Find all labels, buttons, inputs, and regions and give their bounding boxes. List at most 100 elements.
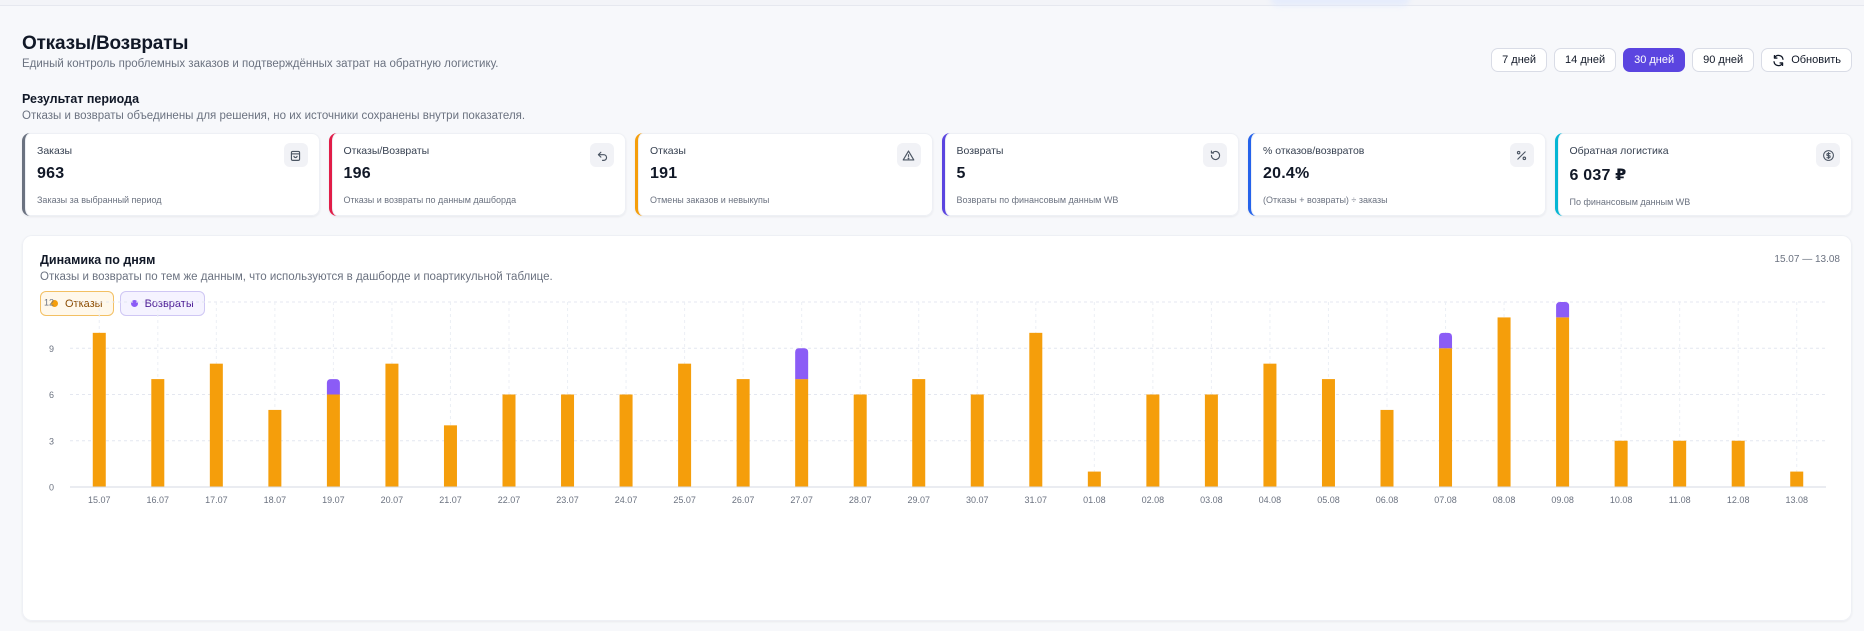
undo-icon bbox=[590, 143, 614, 167]
warning-icon bbox=[896, 143, 921, 167]
bar-refusals bbox=[385, 363, 399, 487]
refresh-icon bbox=[1772, 54, 1785, 67]
period-30-days-button[interactable]: 30 дней bbox=[1623, 48, 1686, 72]
x-tick-label: 11.08 bbox=[1669, 495, 1691, 505]
x-tick-label: 09.08 bbox=[1551, 495, 1574, 505]
bar-returns bbox=[795, 348, 809, 380]
x-tick-label: 13.08 bbox=[1785, 495, 1808, 505]
legend-label: Возвраты bbox=[144, 297, 194, 310]
bar-returns bbox=[326, 379, 340, 395]
bar-refusals bbox=[1790, 471, 1804, 487]
bar-refusals bbox=[1263, 363, 1277, 487]
x-tick-label: 26.07 bbox=[732, 495, 755, 505]
x-tick-label: 15.07 bbox=[88, 495, 111, 505]
kpi-note: Возвраты по финансовым данным WB bbox=[956, 195, 1119, 205]
bar-refusals bbox=[1380, 409, 1394, 487]
x-tick-label: 12.08 bbox=[1727, 495, 1750, 505]
x-tick-label: 23.07 bbox=[556, 495, 579, 505]
x-tick-label: 08.08 bbox=[1493, 495, 1516, 505]
coin-icon bbox=[1816, 143, 1840, 167]
page-subtitle: Единый контроль проблемных заказов и под… bbox=[22, 58, 499, 70]
bar-refusals bbox=[795, 379, 809, 487]
bar-refusals bbox=[443, 425, 457, 487]
bar-refusals bbox=[1439, 348, 1453, 487]
x-tick-label: 31.07 bbox=[1025, 495, 1048, 505]
kpi-card-reverse-logistics: Обратная логистика 6 037 ₽ По финансовым… bbox=[1554, 133, 1852, 216]
x-tick-label: 04.08 bbox=[1259, 495, 1282, 505]
bar-refusals bbox=[912, 379, 926, 487]
x-tick-label: 27.07 bbox=[790, 495, 813, 505]
chart-subtitle: Отказы и возвраты по тем же данным, что … bbox=[40, 271, 553, 283]
x-tick-label: 20.07 bbox=[381, 495, 404, 505]
bar-refusals bbox=[1321, 379, 1335, 487]
bar-refusals bbox=[92, 332, 106, 487]
bar-refusals bbox=[619, 394, 633, 487]
legend-label: Отказы bbox=[65, 297, 103, 310]
y-tick-label: 9 bbox=[49, 344, 54, 354]
bar-refusals bbox=[736, 379, 750, 487]
bar-returns bbox=[1556, 302, 1570, 318]
kpi-value: 191 bbox=[650, 165, 678, 182]
kpi-card-rate: % отказов/возвратов 20.4% (Отказы + возв… bbox=[1248, 133, 1546, 216]
legend-toggle-refusals[interactable]: Отказы bbox=[40, 291, 114, 316]
bar-refusals bbox=[502, 394, 516, 487]
bag-icon bbox=[283, 143, 308, 167]
x-tick-label: 18.07 bbox=[264, 495, 287, 505]
x-tick-label: 17.07 bbox=[205, 495, 228, 505]
bar-refusals bbox=[853, 394, 867, 487]
bar-refusals bbox=[1146, 394, 1160, 487]
bar-refusals bbox=[1614, 440, 1628, 487]
summary-title: Результат периода bbox=[22, 92, 140, 106]
bar-refusals bbox=[1731, 440, 1745, 487]
x-tick-label: 16.07 bbox=[147, 495, 170, 505]
kpi-value: 5 bbox=[956, 165, 966, 182]
bar-refusals bbox=[268, 409, 282, 487]
summary-subtitle: Отказы и возвраты объединены для решения… bbox=[22, 110, 526, 122]
bar-refusals bbox=[561, 394, 575, 487]
kpi-cards: Заказы 963 Заказы за выбранный период От… bbox=[22, 133, 1852, 216]
bar-refusals bbox=[1087, 471, 1101, 487]
refresh-button[interactable]: Обновить bbox=[1761, 48, 1852, 72]
period-7-days-button[interactable]: 7 дней bbox=[1491, 48, 1548, 72]
percent-icon bbox=[1509, 143, 1534, 167]
y-tick-label: 0 bbox=[49, 483, 54, 493]
kpi-note: По финансовым данным WB bbox=[1569, 197, 1691, 207]
kpi-card-refusals-returns: Отказы/Возвраты 196 Отказы и возвраты по… bbox=[328, 133, 626, 216]
kpi-value: 196 bbox=[343, 165, 371, 182]
kpi-note: (Отказы + возвраты) ÷ заказы bbox=[1263, 195, 1388, 205]
legend-toggle-returns[interactable]: Возвраты bbox=[119, 291, 205, 316]
kpi-label: Отказы bbox=[650, 145, 686, 157]
top-border bbox=[0, 0, 1864, 6]
kpi-value: 963 bbox=[37, 165, 65, 182]
period-14-days-button[interactable]: 14 дней bbox=[1554, 48, 1617, 72]
x-tick-label: 22.07 bbox=[498, 495, 521, 505]
bar-chart: 0 3 6 9 12 15.07 16.07 17.07 18.07 19.07 20.07 21.0… bbox=[44, 298, 1826, 505]
x-tick-label: 01.08 bbox=[1083, 495, 1106, 505]
bar-refusals bbox=[970, 394, 984, 487]
chart-title: Динамика по дням bbox=[40, 253, 156, 267]
x-tick-label: 21.07 bbox=[439, 495, 462, 505]
chart-date-range: 15.07 — 13.08 bbox=[1774, 254, 1840, 265]
x-tick-label: 05.08 bbox=[1317, 495, 1340, 505]
bar-refusals bbox=[1497, 317, 1511, 487]
x-tick-label: 19.07 bbox=[322, 495, 345, 505]
kpi-value: 6 037 ₽ bbox=[1569, 167, 1627, 184]
period-selector: 7 дней 14 дней 30 дней 90 дней Обновить bbox=[1491, 48, 1852, 72]
bar-refusals bbox=[209, 363, 223, 487]
bar-refusals bbox=[1556, 317, 1570, 487]
y-tick-label: 3 bbox=[49, 436, 54, 446]
bar-refusals bbox=[1204, 394, 1218, 487]
kpi-label: % отказов/возвратов bbox=[1263, 145, 1365, 157]
refresh-label: Обновить bbox=[1791, 54, 1841, 66]
kpi-label: Возвраты bbox=[956, 145, 1004, 157]
y-tick-label: 6 bbox=[49, 390, 54, 400]
x-tick-label: 30.07 bbox=[966, 495, 989, 505]
kpi-card-returns: Возвраты 5 Возвраты по финансовым данным… bbox=[941, 133, 1239, 216]
kpi-card-refusals: Отказы 191 Отмены заказов и невыкупы bbox=[635, 133, 933, 216]
period-90-days-button[interactable]: 90 дней bbox=[1692, 48, 1755, 72]
chart-legend: Отказы Возвраты bbox=[40, 291, 205, 316]
y-tick-label: 12 bbox=[44, 298, 54, 308]
daily-dynamics-card: Динамика по дням Отказы и возвраты по те… bbox=[22, 235, 1852, 621]
bar-refusals bbox=[1673, 440, 1687, 487]
bar-refusals bbox=[151, 379, 165, 487]
